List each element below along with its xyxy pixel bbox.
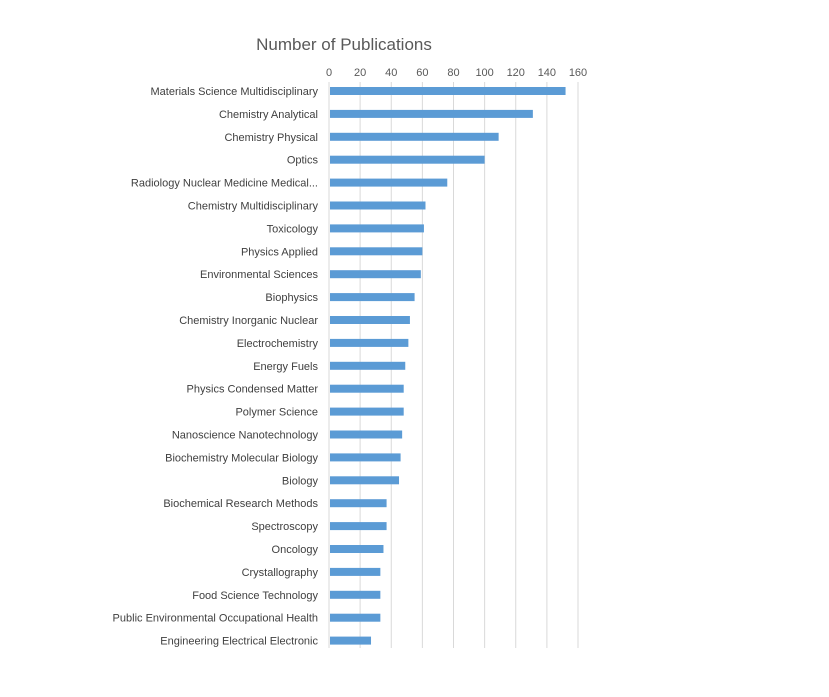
bar — [330, 567, 381, 576]
bar — [330, 384, 404, 393]
bar — [330, 361, 406, 370]
category-label: Chemistry Physical — [224, 132, 318, 144]
bar — [330, 338, 409, 347]
bar — [330, 476, 400, 485]
category-label: Nanoscience Nanotechnology — [172, 430, 319, 442]
x-tick-label: 0 — [326, 67, 332, 79]
category-label: Biochemistry Molecular Biology — [165, 452, 318, 464]
category-label: Radiology Nuclear Medicine Medical... — [131, 178, 318, 190]
category-label: Chemistry Inorganic Nuclear — [179, 315, 318, 327]
category-label: Electrochemistry — [237, 338, 319, 350]
bar — [330, 247, 423, 256]
x-tick-label: 100 — [475, 67, 493, 79]
bar — [330, 293, 415, 302]
bar — [330, 430, 403, 439]
bar — [330, 636, 372, 645]
category-label: Chemistry Analytical — [219, 109, 318, 121]
bar — [330, 545, 384, 553]
bar — [330, 453, 401, 462]
bars — [330, 87, 566, 645]
bar — [330, 109, 533, 118]
x-tick-label: 140 — [538, 67, 556, 79]
bar — [330, 132, 499, 141]
category-label: Energy Fuels — [253, 361, 318, 373]
category-label: Spectroscopy — [251, 521, 318, 533]
bar — [330, 87, 566, 95]
category-label: Optics — [287, 155, 319, 167]
category-label: Materials Science Multidisciplinary — [150, 86, 318, 98]
category-label: Polymer Science — [235, 407, 318, 419]
category-label: Crystallography — [242, 567, 319, 579]
category-labels: Materials Science Multidisciplinary Chemi… — [113, 86, 319, 648]
x-tick-label: 80 — [447, 67, 459, 79]
x-tick-label: 160 — [569, 67, 587, 79]
category-label: Biochemical Research Methods — [163, 498, 318, 510]
bar — [330, 178, 448, 187]
bar — [330, 224, 424, 233]
bar — [330, 316, 410, 324]
category-label: Toxicology — [267, 223, 319, 235]
category-label: Biology — [282, 475, 319, 487]
bar — [330, 201, 426, 210]
x-tick-label: 40 — [385, 67, 397, 79]
category-label: Biophysics — [265, 292, 318, 304]
bar — [330, 522, 387, 531]
x-tick-label: 60 — [416, 67, 428, 79]
bar — [330, 613, 381, 622]
x-tick-label: 20 — [354, 67, 366, 79]
bar — [330, 407, 404, 416]
category-label: Environmental Sciences — [200, 269, 319, 281]
category-label: Chemistry Multidisciplinary — [188, 201, 319, 213]
bar — [330, 499, 387, 508]
bar — [330, 270, 421, 279]
category-label: Oncology — [272, 544, 319, 556]
bar — [330, 155, 485, 164]
category-label: Physics Applied — [241, 246, 318, 258]
chart-title: Number of Publications — [256, 35, 432, 54]
x-axis-ticks: 0 20 40 60 80 100 120 140 160 — [326, 67, 587, 79]
x-tick-label: 120 — [507, 67, 525, 79]
category-label: Physics Condensed Matter — [187, 384, 319, 396]
category-label: Food Science Technology — [192, 590, 318, 602]
category-label: Engineering Electrical Electronic — [160, 636, 318, 648]
bar — [330, 590, 381, 599]
category-label: Public Environmental Occupational Health — [113, 613, 318, 625]
gridlines — [328, 82, 579, 648]
